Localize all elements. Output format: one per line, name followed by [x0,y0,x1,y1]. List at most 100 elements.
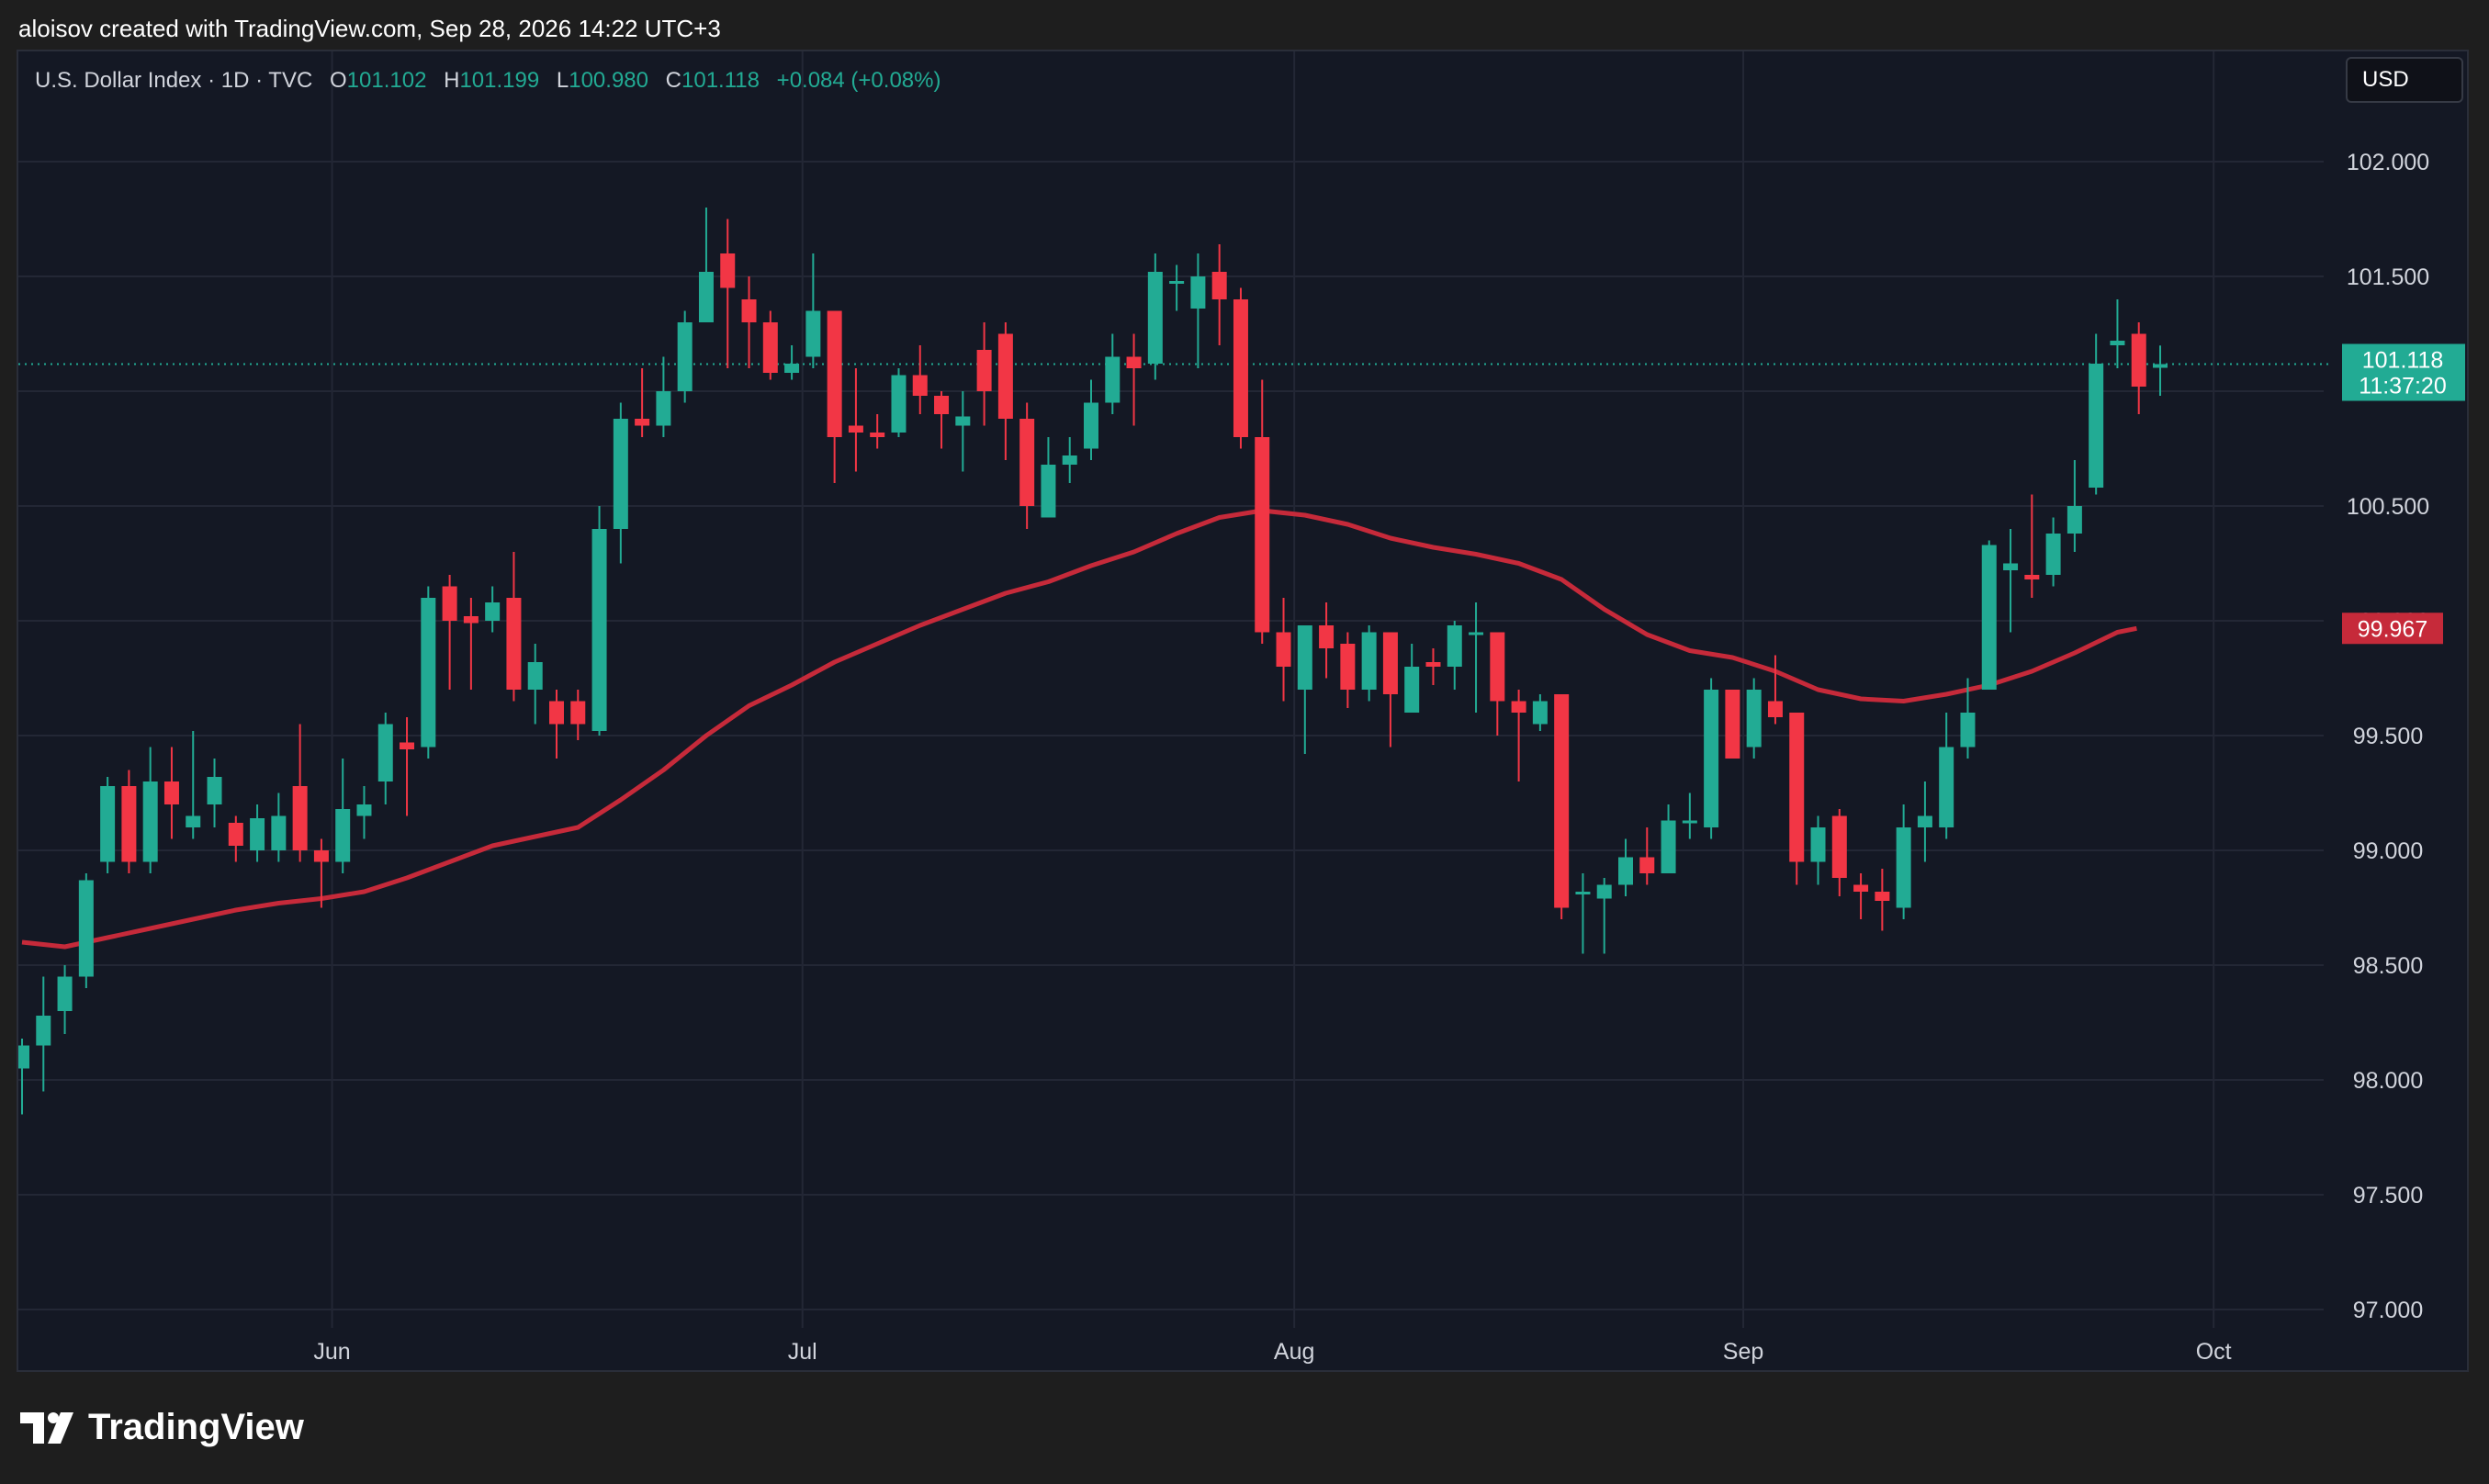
price-label: 101.118 [2362,348,2444,374]
candle-body [741,299,757,322]
candle-body [891,375,907,433]
candle-body [1981,545,1997,690]
candle-body [870,433,885,437]
candle-body [570,701,586,725]
close-key: C [665,68,682,93]
y-tick-label: 99.000 [2353,838,2423,864]
candle-body [934,396,950,414]
candlestick-chart[interactable]: Jun Jul Aug Sep Oct 102.000 101.500 100.500 99.5… [18,51,2467,1370]
candle-body [762,322,778,373]
x-tick-label: Sep [1723,1339,1763,1365]
candle-body [2024,575,2040,579]
candle-body [1382,632,1398,694]
candle-body [827,310,842,437]
candle-body [805,310,821,357]
candle-body [1126,356,1142,368]
open-key: O [329,68,347,93]
candle-body [1618,857,1633,885]
high-key: H [444,68,460,93]
candle-body [1831,815,1847,878]
y-tick-label: 98.500 [2353,953,2423,979]
candle-body [1725,690,1740,759]
candle-body [656,391,671,426]
candle-body [1853,884,1869,892]
candle-body [313,850,329,862]
candle-body [1490,632,1505,702]
candle-body [228,823,243,846]
candle-body [1297,625,1312,690]
open-value: 101.102 [346,68,427,93]
candle-body [57,976,73,1011]
candle-body [207,777,222,804]
candle-body [1361,632,1377,690]
candle-body [1404,667,1420,713]
countdown-label: 11:37:20 [2359,374,2446,399]
currency-button[interactable]: USD [2346,57,2463,103]
candle-body [121,786,137,862]
candle-body [78,880,94,977]
candle-body [1532,701,1548,725]
candle-body [1767,701,1783,717]
candle-body [1041,465,1056,518]
candle-body [848,425,863,433]
candle-body [1340,644,1356,690]
candle-body [677,322,693,391]
candle-body [1319,625,1335,648]
change-value: +0.084 (+0.08%) [776,68,941,93]
high-value: 101.199 [459,68,540,93]
candle-body [976,350,992,391]
candle-body [1917,815,1932,827]
candle-body [377,724,393,781]
low-key: L [556,68,569,93]
candle-body [1190,276,1206,309]
candle-body [485,602,501,621]
candle-body [1511,701,1526,713]
candle-body [1062,455,1077,465]
x-tick-label: Oct [2196,1339,2232,1365]
candle-body [1789,713,1805,862]
candle-body [1425,662,1441,667]
candle-body [2045,534,2061,575]
candle-body [997,333,1013,419]
candle-body [1447,625,1462,667]
candle-body [527,662,543,690]
candle-body [1255,437,1270,633]
candle-body [292,786,308,850]
price-badge [2342,343,2465,401]
candle-body [1169,281,1185,284]
y-tick-label: 101.500 [2347,264,2429,290]
y-tick-label: 99.500 [2353,724,2423,749]
x-tick-label: Aug [1274,1339,1314,1365]
candle-body [1960,713,1976,748]
y-tick-label: 102.000 [2347,150,2429,175]
candle-body [18,1045,29,1069]
candle-body [1875,892,1890,901]
brand-name: TradingView [88,1407,304,1447]
chart-panel[interactable]: Jun Jul Aug Sep Oct 102.000 101.500 100.500 99.5… [17,50,2469,1372]
candle-body [698,272,714,322]
candle-body [1661,820,1676,873]
candle-body [142,781,158,862]
candle-body [1896,827,1911,908]
tradingview-icon [20,1411,73,1444]
candle-body [1746,690,1762,748]
candle-body [635,419,650,426]
candle-body [1084,402,1098,449]
tradingview-logo[interactable]: TradingView [20,1407,304,1448]
y-tick-label: 97.000 [2353,1298,2423,1323]
candle-body [2153,364,2168,368]
candle-body [2089,364,2104,488]
candle-body [163,781,179,804]
candle-body [1939,747,1954,827]
candle-body [506,598,522,690]
candle-body [912,375,928,396]
candle-body [549,701,564,725]
ma-value-label: 99.967 [2358,616,2427,642]
candle-body [463,616,479,624]
candle-body [1704,690,1719,827]
candle-body [2003,563,2019,570]
candle-body [1469,632,1484,635]
candle-body [442,586,457,621]
attribution-text: aloisov created with TradingView.com, Se… [18,15,721,42]
x-tick-label: Jun [313,1339,350,1365]
